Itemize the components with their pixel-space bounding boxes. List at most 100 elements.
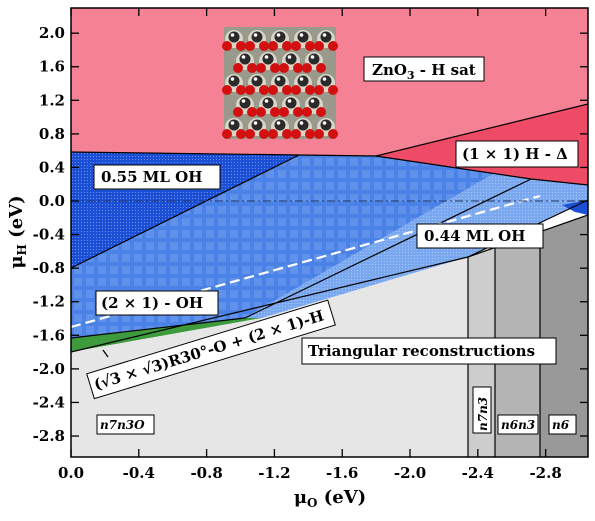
- dark-atom: [320, 119, 332, 131]
- o-atom: [268, 85, 278, 95]
- x-axis-title-sub: O: [307, 496, 317, 510]
- x-tick-label: -1.6: [326, 464, 358, 482]
- o-atom: [259, 85, 269, 95]
- highlight: [276, 33, 281, 37]
- y-tick-label: 2.0: [39, 24, 65, 42]
- dark-atom: [297, 119, 309, 131]
- dark-atom: [320, 31, 332, 43]
- o-atom: [282, 85, 292, 95]
- dark-atom: [251, 119, 263, 131]
- y-tick-label: 0.4: [39, 158, 65, 176]
- oh2x1-text: (2 × 1) - OH: [101, 294, 203, 312]
- highlight: [253, 33, 258, 37]
- label-n7n3o: n7n3O: [96, 414, 155, 435]
- y-tick-label: 0.0: [39, 192, 65, 210]
- y-tick-label: -0.8: [33, 259, 65, 277]
- o-atom: [236, 41, 246, 51]
- y-tick-label: -2.8: [33, 427, 65, 445]
- region-triangular: [71, 257, 468, 457]
- o-atom: [314, 41, 324, 51]
- dark-atom: [320, 75, 332, 87]
- o-atom: [305, 41, 315, 51]
- o-atom: [302, 63, 312, 73]
- n6n3-text: n6n3: [501, 418, 535, 432]
- highlight: [264, 99, 269, 103]
- o-atom: [256, 107, 266, 117]
- label-n6n3: n6n3: [497, 414, 539, 435]
- o-atom: [279, 107, 289, 117]
- o-atom: [245, 41, 255, 51]
- h-delta-text: (1 × 1) H - Δ: [462, 145, 568, 163]
- o-atom: [268, 41, 278, 51]
- y-tick-label: 1.2: [39, 91, 65, 109]
- dark-atom: [239, 53, 251, 65]
- o-atom: [316, 107, 326, 117]
- region-n6: [540, 215, 588, 457]
- dark-atom: [297, 75, 309, 87]
- highlight: [264, 55, 269, 59]
- dark-atom: [285, 53, 297, 65]
- y-tick-label: -1.2: [33, 293, 65, 311]
- o-atom: [305, 85, 315, 95]
- highlight: [322, 121, 327, 125]
- zno3-rest: - H sat: [415, 61, 476, 79]
- o-atom: [256, 63, 266, 73]
- label-n6: n6: [548, 414, 577, 435]
- y-axis-title-sub: H: [15, 244, 29, 255]
- o-atom: [233, 63, 243, 73]
- dark-atom: [262, 53, 274, 65]
- dark-atom: [251, 75, 263, 87]
- dark-atom: [308, 97, 320, 109]
- o-atom: [222, 85, 232, 95]
- o-atom: [222, 41, 232, 51]
- x-ticks: 0.0 -0.4 -0.8 -1.2 -1.6 -2.0 -2.4 -2.8: [58, 8, 562, 482]
- x-tick-label: -2.8: [529, 464, 561, 482]
- o-atom: [291, 129, 301, 139]
- o-atom: [328, 41, 338, 51]
- label-zno3-h-sat: ZnO3 - H sat: [363, 56, 485, 82]
- x-tick-label: -0.4: [123, 464, 155, 482]
- highlight: [299, 33, 304, 37]
- highlight: [299, 77, 304, 81]
- highlight: [287, 55, 292, 59]
- x-axis-title-unit: (eV): [317, 487, 366, 508]
- dark-atom: [262, 97, 274, 109]
- label-055-ml-oh: 0.55 ML OH: [93, 164, 221, 190]
- o-atom: [302, 107, 312, 117]
- o-atom: [236, 85, 246, 95]
- y-axis-title-unit: (eV): [6, 195, 27, 244]
- triangular-text: Triangular reconstructions: [308, 342, 535, 360]
- y-tick-label: 1.6: [39, 58, 65, 76]
- o-atom: [293, 63, 303, 73]
- highlight: [253, 121, 258, 125]
- label-044-ml-oh: 0.44 ML OH: [416, 223, 544, 249]
- dark-atom: [297, 31, 309, 43]
- dark-atom: [308, 53, 320, 65]
- o-atom: [259, 129, 269, 139]
- dark-atom: [285, 97, 297, 109]
- highlight: [287, 99, 292, 103]
- y-tick-label: -0.4: [33, 226, 65, 244]
- y-ticks: 2.0 1.6 1.2 0.8 0.4 0.0 -0.4 -0.8 -1.2 -1.6 -2.0 -2…: [33, 24, 588, 445]
- x-tick-label: -0.8: [190, 464, 222, 482]
- o-atom: [259, 41, 269, 51]
- o-atom: [245, 129, 255, 139]
- highlight: [276, 77, 281, 81]
- o-atom: [328, 85, 338, 95]
- dark-atom: [274, 31, 286, 43]
- highlight: [276, 121, 281, 125]
- o-atom: [279, 63, 289, 73]
- o-atom: [270, 63, 280, 73]
- atomic-structure-inset: [222, 27, 338, 139]
- o-atom: [328, 129, 338, 139]
- o-atom: [236, 129, 246, 139]
- o-atom: [291, 85, 301, 95]
- highlight: [322, 77, 327, 81]
- x-tick-label: -2.4: [462, 464, 494, 482]
- o-atom: [222, 129, 232, 139]
- label-2x1-oh: (2 × 1) - OH: [95, 290, 219, 316]
- plot-frame: [70, 7, 589, 458]
- y-tick-label: -2.0: [33, 360, 65, 378]
- dark-atom: [274, 75, 286, 87]
